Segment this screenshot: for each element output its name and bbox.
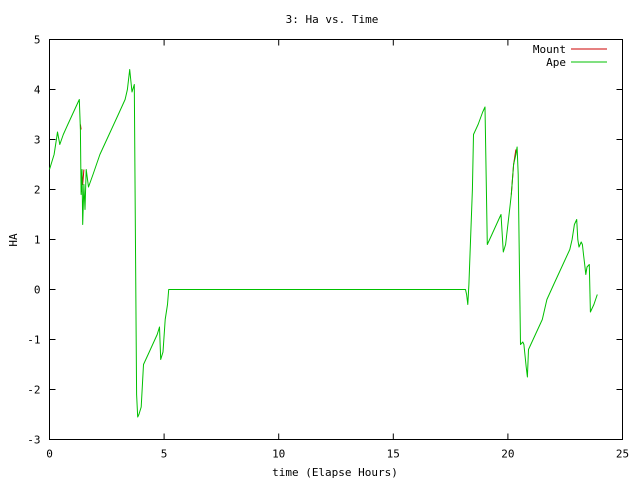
series-line-ape — [49, 69, 598, 418]
axes: 0 5 10 15 20 25 -3 -2 -1 0 1 2 3 4 5 — [27, 34, 629, 461]
series-ape — [49, 69, 598, 418]
y-tick-label: -3 — [27, 434, 40, 447]
legend-label-mount: Mount — [533, 43, 566, 56]
x-tick-label: 0 — [46, 448, 53, 461]
x-tick-label: 20 — [501, 448, 514, 461]
x-tick-label: 5 — [161, 448, 168, 461]
y-tick-label: 1 — [34, 234, 41, 247]
y-axis-label: HA — [7, 233, 20, 247]
y-tick-label: 3 — [34, 134, 41, 147]
y-tick-label: -2 — [27, 384, 40, 397]
x-tick-label: 15 — [387, 448, 400, 461]
y-tick-label: 0 — [34, 284, 41, 297]
y-tick-label: 4 — [34, 84, 41, 97]
legend-label-ape: Ape — [546, 56, 566, 69]
series-layer — [49, 69, 598, 418]
y-tick-label: 5 — [34, 34, 41, 47]
x-tick-label: 10 — [272, 448, 285, 461]
x-axis-label: time (Elapse Hours) — [272, 466, 398, 479]
chart-title: 3: Ha vs. Time — [286, 13, 379, 26]
y-tick-label: -1 — [27, 334, 40, 347]
y-tick-label: 2 — [34, 184, 41, 197]
x-tick-label: 25 — [616, 448, 629, 461]
series-mount — [79, 124, 517, 195]
